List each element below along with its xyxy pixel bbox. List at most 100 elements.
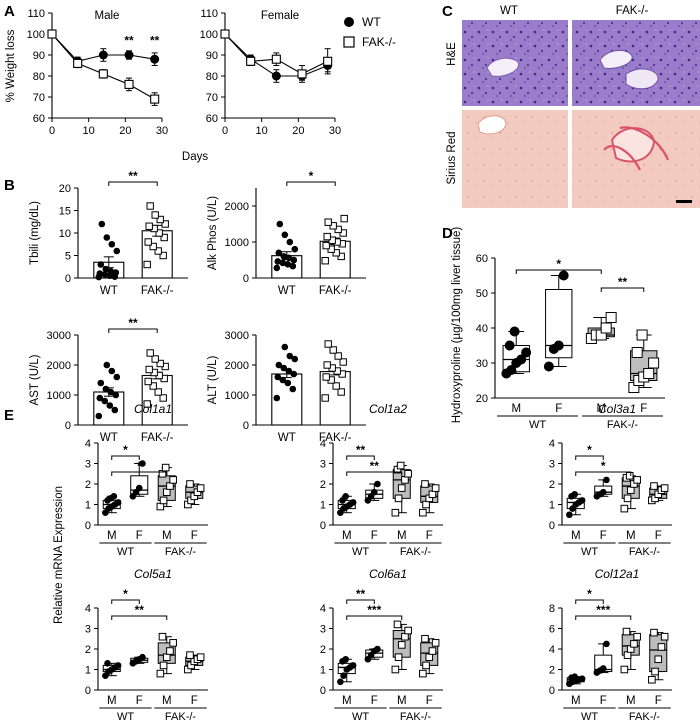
fak-point — [144, 377, 152, 386]
significance-label: * — [587, 443, 592, 457]
fak-point — [156, 359, 164, 368]
category-label: M — [342, 695, 352, 707]
fak-point — [631, 347, 643, 358]
y-axis-label: Alk Phos (U/L) — [207, 196, 219, 270]
significance-label: ** — [128, 169, 138, 183]
fak-point — [159, 251, 167, 260]
wt-point — [280, 364, 288, 372]
y-tick-label: 70 — [33, 92, 45, 104]
fak-point — [220, 29, 230, 39]
wt-point — [114, 662, 122, 669]
fak-point — [155, 229, 163, 237]
fak-point — [393, 620, 402, 629]
wt-point — [281, 231, 289, 239]
fak-point — [625, 472, 634, 480]
category-label: M — [571, 695, 581, 707]
group-label: FAK-/- — [629, 546, 661, 558]
gene-title: Col6a1 — [369, 567, 407, 581]
category-label: M — [571, 530, 581, 542]
sirius-wt-vessel — [477, 115, 507, 135]
fak-point — [154, 247, 162, 255]
fak-point — [196, 653, 205, 662]
category-label: M — [107, 695, 117, 707]
significance-label: ** — [128, 316, 138, 330]
y-tick-label: 2 — [549, 479, 555, 491]
category-label: M — [397, 530, 407, 542]
d-ylabel: Hydroxyproline (µg/100mg liver tissue) — [451, 227, 463, 424]
wt-point — [340, 672, 347, 679]
category-label: F — [136, 695, 143, 707]
significance-bracket — [346, 471, 403, 476]
wt-point — [280, 253, 288, 260]
y-tick-label: 4 — [85, 603, 91, 615]
fak-point — [271, 54, 281, 64]
group-label: WT — [581, 711, 598, 720]
significance-label: * — [123, 443, 128, 457]
wt-point — [110, 493, 118, 500]
category-label: F — [191, 695, 198, 707]
y-tick-label: 2 — [85, 644, 91, 656]
fak-point — [321, 394, 329, 402]
fak-point — [422, 500, 430, 509]
fak-point — [161, 463, 170, 472]
y-tick-label: 4 — [320, 603, 326, 615]
category-label: FAK-/- — [319, 285, 352, 297]
category-label: WT — [278, 285, 296, 297]
y-tick-label: 90 — [33, 50, 45, 62]
y-tick-label: 60 — [476, 253, 488, 265]
panel-letter-c: C — [442, 3, 453, 20]
wt-point — [571, 673, 578, 680]
fak-point — [162, 653, 171, 662]
fak-point — [636, 329, 648, 341]
fak-point — [146, 349, 154, 357]
wt-point — [291, 245, 299, 253]
y-tick-label: 2 — [320, 479, 326, 491]
fak-point — [145, 365, 153, 374]
wt-point — [95, 412, 103, 420]
group-label: WT — [352, 546, 369, 558]
significance-label: ** — [370, 459, 380, 473]
wt-point — [571, 490, 578, 498]
wt-point — [599, 665, 607, 672]
sirius-fak-fibers — [603, 126, 670, 171]
category-label: F — [426, 530, 433, 542]
fak-point — [47, 29, 57, 39]
fak-point — [143, 260, 151, 269]
wt-point — [273, 264, 281, 272]
group-label: FAK-/- — [165, 546, 197, 558]
fak-point — [154, 388, 162, 396]
x-tick-label: 30 — [156, 125, 168, 137]
category-label: M — [626, 695, 636, 707]
y-tick-label: 3000 — [47, 330, 71, 342]
wt-point — [98, 220, 106, 228]
sirius-fak-vessel — [610, 127, 656, 163]
fak-point — [431, 639, 440, 647]
wt-point — [112, 391, 120, 399]
fak-point — [73, 58, 83, 68]
y-tick-label: 1 — [320, 665, 326, 677]
significance-bracket — [108, 328, 158, 333]
y-tick-label: 100 — [27, 29, 45, 41]
e-ylabel: Relative mRNA Expression — [53, 486, 65, 624]
fak-point — [419, 669, 427, 678]
significance-label: * — [137, 459, 142, 473]
wt-point — [342, 655, 349, 663]
wt-point — [276, 220, 284, 228]
wt-point — [97, 379, 105, 387]
legend-fak-marker — [343, 36, 355, 48]
fak-point — [397, 484, 406, 492]
fak-point — [150, 94, 160, 104]
gene-title: Col3a1 — [598, 402, 636, 416]
fak-point — [169, 639, 177, 647]
category-label: FAK-/- — [141, 432, 174, 444]
fak-point — [431, 484, 440, 492]
significance-bracket — [575, 471, 632, 476]
y-tick-label: 8 — [549, 603, 555, 615]
fak-point — [600, 322, 612, 334]
fak-point — [660, 632, 669, 641]
y-tick-label: 3 — [320, 624, 326, 636]
fak-point — [421, 634, 429, 643]
y-tick-label: 110 — [200, 8, 218, 20]
gene-title: Col12a1 — [595, 567, 640, 581]
fak-point — [196, 484, 205, 492]
